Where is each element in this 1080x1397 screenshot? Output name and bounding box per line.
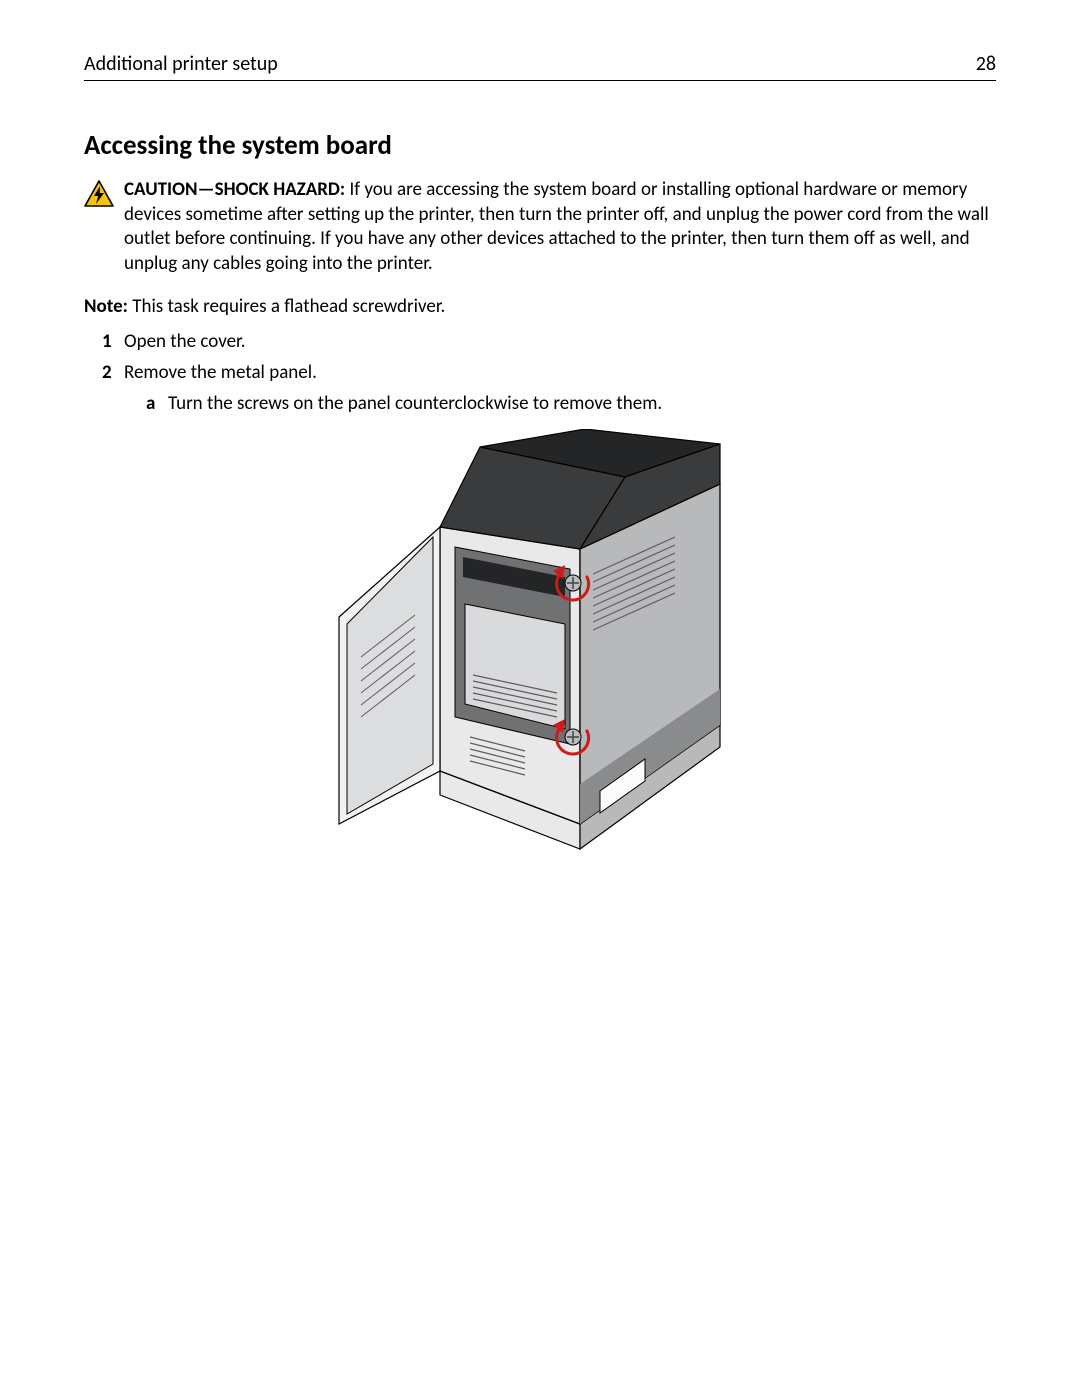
- caution-text: CAUTION—SHOCK HAZARD: If you are accessi…: [124, 178, 996, 277]
- page: Additional printer setup 28 Accessing th…: [0, 0, 1080, 1397]
- step-item: Remove the metal panel. Turn the screws …: [102, 361, 996, 415]
- figure-container: [84, 429, 996, 859]
- note-body: This task requires a flathead screwdrive…: [132, 295, 445, 318]
- sub-step-list: Turn the screws on the panel countercloc…: [124, 392, 996, 415]
- sub-step-item: Turn the screws on the panel countercloc…: [146, 392, 996, 415]
- caution-label: CAUTION—SHOCK HAZARD:: [124, 178, 345, 201]
- header-page-number: 28: [976, 52, 996, 76]
- step-item: Open the cover.: [102, 330, 996, 353]
- step-list: Open the cover. Remove the metal panel. …: [84, 330, 996, 415]
- caution-block: CAUTION—SHOCK HAZARD: If you are accessi…: [84, 178, 996, 277]
- printer-illustration: [325, 429, 755, 859]
- note-block: Note: This task requires a flathead scre…: [84, 295, 996, 318]
- page-header: Additional printer setup 28: [84, 52, 996, 81]
- sub-step-text: Turn the screws on the panel countercloc…: [168, 392, 662, 415]
- header-title: Additional printer setup: [84, 52, 278, 76]
- step-text: Open the cover.: [124, 330, 246, 353]
- note-label: Note:: [84, 295, 128, 318]
- step-text: Remove the metal panel.: [124, 361, 317, 384]
- shock-hazard-icon: [84, 180, 114, 213]
- section-heading: Accessing the system board: [84, 129, 996, 162]
